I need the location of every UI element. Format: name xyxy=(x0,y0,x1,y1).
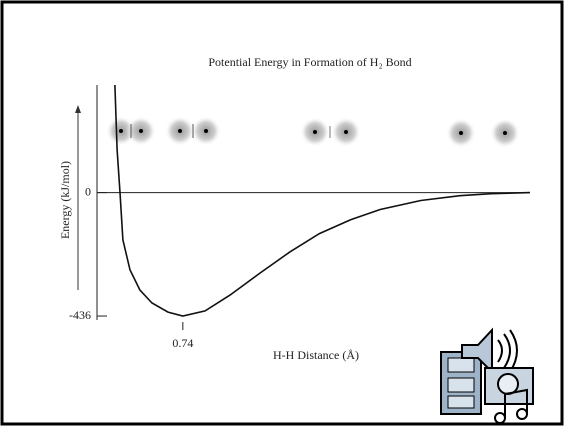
chart-title: Potential Energy in Formation of H₂ Bond xyxy=(208,55,411,69)
atom-illustrations xyxy=(106,116,520,148)
y-tick-label: -436 xyxy=(69,308,91,322)
media-icon xyxy=(440,327,534,424)
y-axis-label: Energy (kJ/mol) xyxy=(58,161,72,239)
x-tick-label: 0.74 xyxy=(172,336,193,350)
y-arrow-head xyxy=(75,105,81,113)
x-axis-label: H-H Distance (Å) xyxy=(273,348,359,362)
energy-curve xyxy=(114,84,531,317)
y-tick-label: 0 xyxy=(85,184,91,198)
